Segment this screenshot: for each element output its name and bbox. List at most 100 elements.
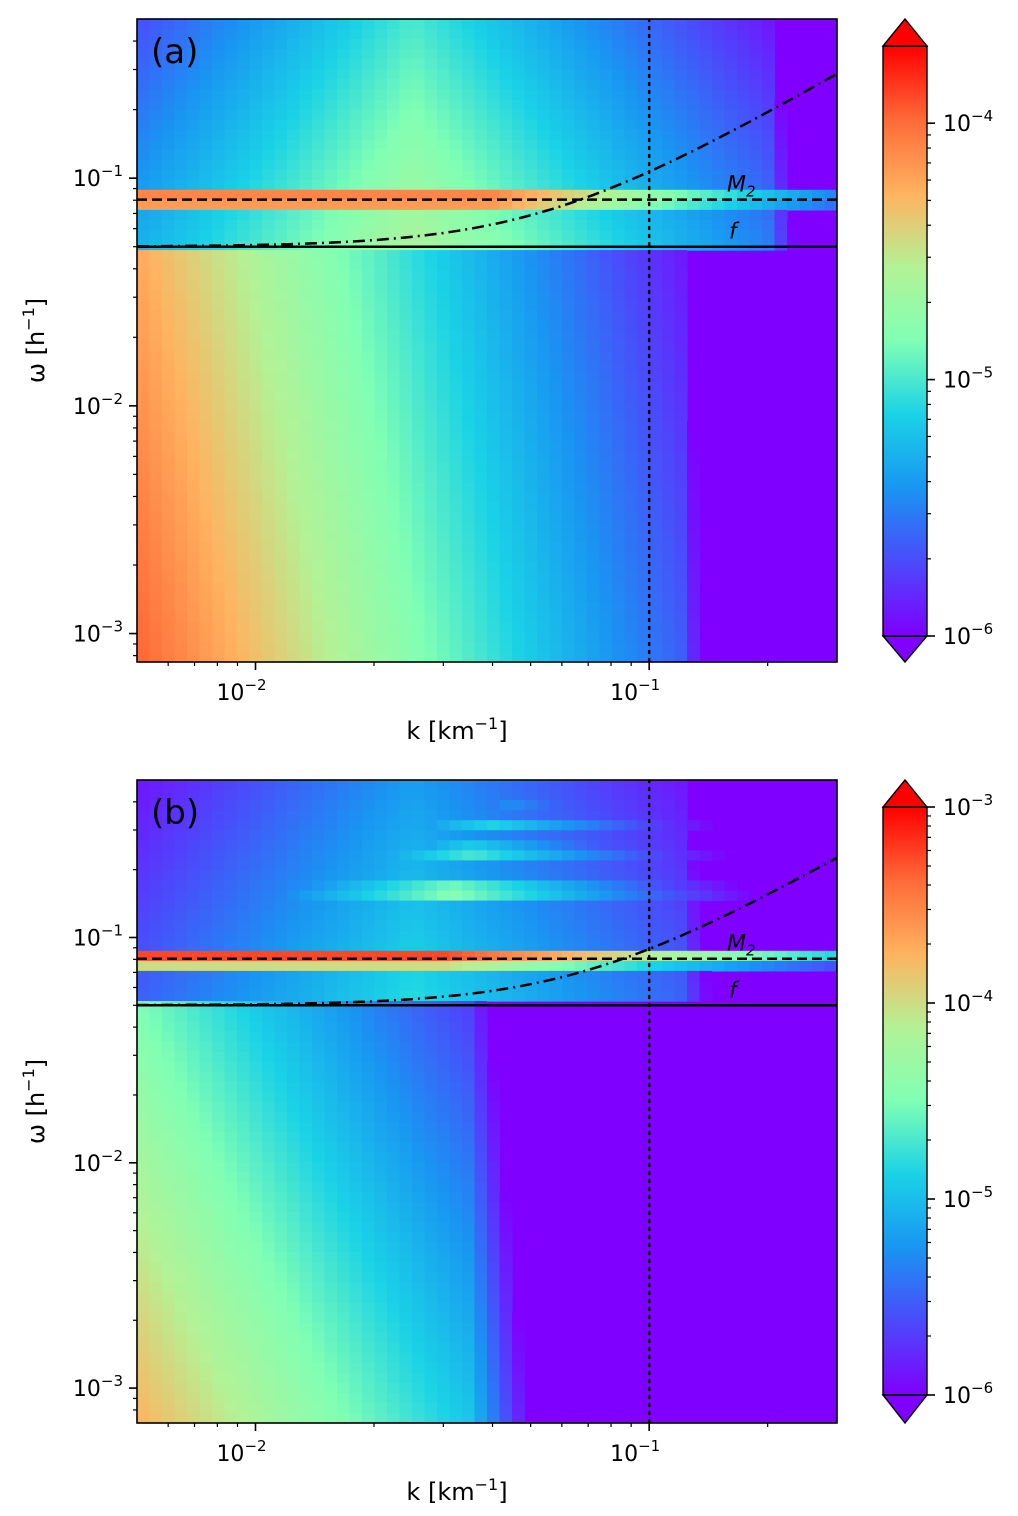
heatmap-cell: [599, 139, 613, 151]
heatmap-cell: [237, 970, 251, 982]
heatmap-cell: [312, 1222, 326, 1233]
heatmap-cell: [312, 501, 326, 512]
heatmap-cell: [237, 49, 251, 60]
heatmap-cell: [237, 89, 251, 100]
heatmap-cell: [274, 930, 288, 942]
heatmap-cell: [324, 1031, 338, 1042]
heatmap-cell: [699, 69, 713, 80]
heatmap-cell: [324, 621, 338, 633]
heatmap-cell: [374, 1372, 388, 1384]
heatmap-cell: [387, 1392, 401, 1404]
heatmap-cell: [212, 229, 226, 241]
heatmap-cell: [174, 621, 188, 633]
heatmap-cell: [612, 320, 626, 332]
heatmap-cell: [399, 390, 413, 402]
heatmap-cell: [399, 890, 413, 902]
heatmap-cell: [312, 59, 326, 70]
heatmap-cell: [199, 1071, 213, 1083]
heatmap-cell: [487, 1101, 501, 1113]
heatmap-cell: [199, 840, 213, 851]
heatmap-cell: [224, 109, 238, 121]
heatmap-cell: [249, 1372, 263, 1384]
heatmap-cell: [187, 1111, 201, 1123]
heatmap-cell: [199, 1151, 213, 1163]
heatmap-cell: [687, 129, 701, 141]
heatmap-cell: [224, 1292, 238, 1304]
heatmap-cell: [437, 1282, 451, 1293]
heatmap-cell: [262, 1151, 276, 1163]
heatmap-cell: [137, 491, 151, 502]
heatmap-cell: [599, 471, 613, 482]
heatmap-cell: [212, 410, 226, 422]
heatmap-cell: [424, 1011, 438, 1022]
heatmap-cell: [287, 910, 301, 922]
heatmap-cell: [187, 189, 201, 201]
heatmap-cell: [412, 531, 426, 543]
heatmap-cell: [399, 790, 413, 801]
heatmap-cell: [199, 169, 213, 181]
heatmap-cell: [374, 1382, 388, 1394]
heatmap-cell: [262, 119, 276, 131]
heatmap-cell: [549, 340, 563, 352]
heatmap-cell: [499, 320, 513, 332]
heatmap-cell: [424, 270, 438, 281]
heatmap-cell: [637, 69, 651, 80]
heatmap-cell: [324, 1091, 338, 1103]
heatmap-cell: [162, 1021, 176, 1032]
heatmap-cell: [262, 910, 276, 922]
heatmap-cell: [399, 481, 413, 492]
heatmap-cell: [337, 551, 351, 563]
heatmap-cell: [487, 581, 501, 593]
heatmap-cell: [662, 461, 676, 472]
heatmap-cell: [549, 320, 563, 332]
heatmap-cell: [137, 1342, 151, 1354]
heatmap-cell: [362, 930, 376, 942]
heatmap-cell: [374, 1282, 388, 1293]
heatmap-cell: [549, 300, 563, 311]
heatmap-cell: [374, 380, 388, 392]
heatmap-cell: [724, 179, 738, 191]
heatmap-cell: [462, 139, 476, 151]
heatmap-cell: [199, 491, 213, 502]
heatmap-cell: [449, 521, 463, 532]
heatmap-cell: [262, 581, 276, 593]
heatmap-cell: [487, 940, 501, 952]
heatmap-cell: [337, 1011, 351, 1022]
heatmap-cell: [349, 1252, 363, 1263]
heatmap-cell: [187, 501, 201, 512]
heatmap-cell: [649, 29, 663, 40]
heatmap-cell: [349, 310, 363, 322]
heatmap-cell: [149, 209, 163, 221]
heatmap-cell: [374, 950, 388, 962]
heatmap-cell: [274, 1051, 288, 1062]
heatmap-cell: [624, 260, 638, 271]
heatmap-cell: [587, 330, 601, 342]
heatmap-cell: [262, 1322, 276, 1334]
heatmap-cell: [387, 350, 401, 362]
heatmap-cell: [324, 410, 338, 422]
heatmap-cell: [537, 169, 551, 181]
heatmap-cell: [199, 1382, 213, 1394]
heatmap-cell: [349, 99, 363, 111]
heatmap-cell: [549, 229, 563, 241]
heatmap-cell: [162, 631, 176, 643]
heatmap-cell: [499, 229, 513, 241]
label-part: 10: [943, 369, 971, 394]
heatmap-cell: [537, 109, 551, 121]
heatmap-cell: [237, 199, 251, 211]
heatmap-cell: [387, 1011, 401, 1022]
heatmap-cell: [387, 1242, 401, 1253]
heatmap-cell: [312, 930, 326, 942]
heatmap-cell: [474, 890, 488, 902]
heatmap-cell: [499, 99, 513, 111]
heatmap-cell: [149, 1322, 163, 1334]
heatmap-cell: [274, 29, 288, 40]
heatmap-cell: [362, 270, 376, 281]
heatmap-cell: [374, 189, 388, 201]
heatmap-cell: [337, 270, 351, 281]
heatmap-cell: [437, 481, 451, 492]
heatmap-cell: [187, 69, 201, 80]
heatmap-cell: [262, 870, 276, 882]
heatmap-cell: [637, 631, 651, 643]
heatmap-cell: [237, 920, 251, 932]
